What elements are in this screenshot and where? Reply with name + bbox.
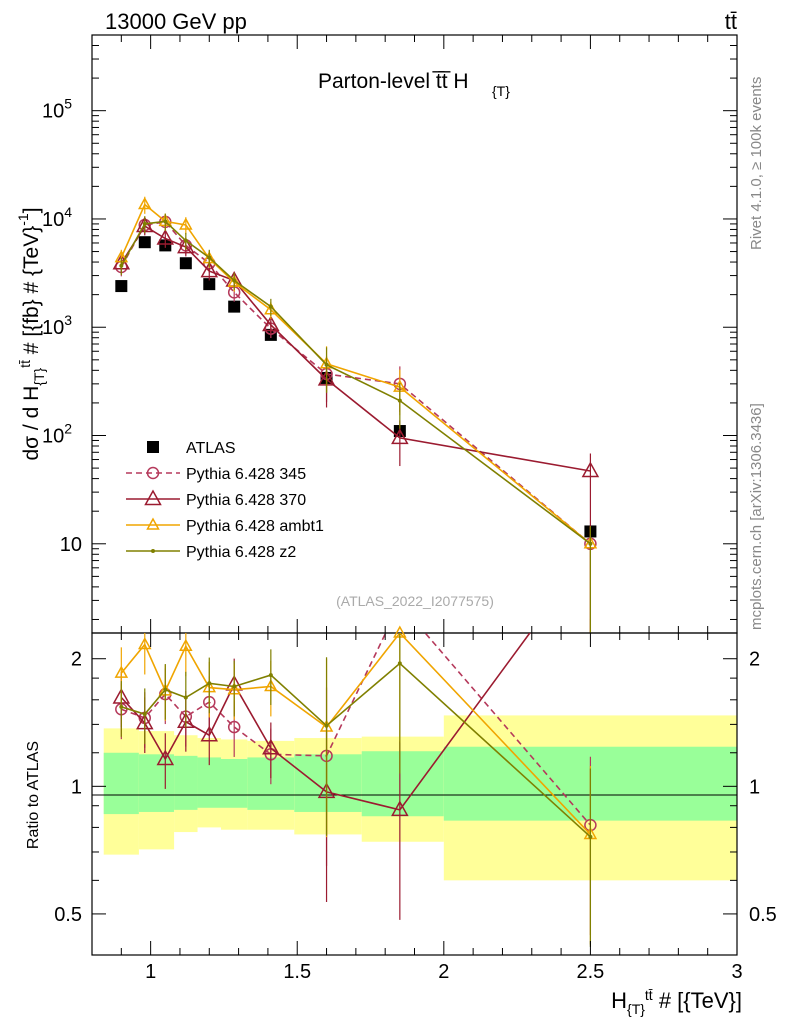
ratio-y-tick-label: 1 bbox=[71, 776, 82, 798]
data-point-pythia-6-428-z2 bbox=[207, 255, 212, 260]
x-tick-label: 2.5 bbox=[577, 961, 605, 983]
data-point-atlas bbox=[203, 278, 216, 291]
energy-label: 13000 GeV pp bbox=[105, 9, 247, 34]
data-point-pythia-6-428-370 bbox=[177, 237, 195, 254]
series-atlas bbox=[115, 236, 597, 538]
rivet-version-label: Rivet 4.1.0, ≥ 100k events bbox=[748, 77, 765, 250]
data-point-pythia-6-428-z2 bbox=[324, 362, 329, 367]
data-point-atlas bbox=[228, 300, 241, 313]
legend-label-pythia-6-428-z2: Pythia 6.428 z2 bbox=[186, 544, 296, 561]
y-tick-label: 104 bbox=[42, 204, 72, 231]
data-point-pythia-6-428-370 bbox=[581, 461, 600, 478]
uncertainty-band-inner bbox=[174, 755, 198, 810]
mcplots-label: mcplots.cern.ch [arXiv:1306.3436] bbox=[748, 403, 765, 630]
ratio-point-pythia-6-428-ambt1 bbox=[138, 637, 152, 650]
series-pythia-6-428-z2 bbox=[119, 213, 593, 633]
legend-marker-pythia-6-428-370 bbox=[144, 489, 162, 506]
series-pythia-6-428-370 bbox=[112, 216, 600, 633]
uncertainty-band-inner bbox=[103, 752, 139, 815]
ratio-line-pythia-6-428-z2 bbox=[121, 662, 591, 838]
data-point-pythia-6-428-z2 bbox=[183, 238, 188, 243]
series-line-pythia-6-428-z2 bbox=[120, 220, 591, 545]
legend-label-pythia-6-428-370: Pythia 6.428 370 bbox=[186, 492, 306, 509]
series-line-pythia-6-428-ambt1 bbox=[120, 203, 591, 545]
ratio-point-pythia-6-428-370 bbox=[391, 800, 409, 817]
uncertainty-band-inner bbox=[294, 754, 362, 812]
uncertainty-band-inner bbox=[221, 759, 248, 808]
legend-marker-pythia-6-428-ambt1 bbox=[146, 517, 160, 530]
data-point-pythia-6-428-370 bbox=[262, 315, 280, 332]
main-y-axis-label: dσ / d H{T}tt̄ # [{fb} # {TeV}-1] bbox=[15, 207, 47, 460]
data-point-pythia-6-428-ambt1 bbox=[179, 217, 193, 230]
uncertainty-band-inner bbox=[138, 754, 175, 812]
ratio-point-pythia-6-428-z2 bbox=[268, 673, 273, 678]
y-tick-label: 102 bbox=[42, 421, 72, 448]
x-tick-label: 1 bbox=[145, 961, 156, 983]
data-point-atlas bbox=[179, 257, 192, 270]
legend-label-pythia-6-428-ambt1: Pythia 6.428 ambt1 bbox=[186, 518, 324, 535]
legend-marker-atlas bbox=[147, 441, 159, 453]
y-tick-label: 105 bbox=[42, 96, 72, 123]
x-tick-label: 1.5 bbox=[283, 961, 311, 983]
legend-label-atlas: ATLAS bbox=[186, 440, 236, 457]
ratio-y-axis-label: Ratio to ATLAS bbox=[25, 741, 42, 849]
series-line-pythia-6-428-370 bbox=[120, 224, 591, 472]
y-tick-label: 103 bbox=[42, 312, 72, 339]
series-pythia-6-428-345 bbox=[115, 214, 597, 633]
data-point-pythia-6-428-z2 bbox=[232, 278, 237, 283]
ratio-point-pythia-6-428-z2 bbox=[232, 684, 237, 689]
ratio-point-pythia-6-428-z2 bbox=[142, 712, 147, 717]
ratio-point-pythia-6-428-z2 bbox=[397, 661, 402, 666]
ratio-point-pythia-6-428-z2 bbox=[324, 723, 329, 728]
data-point-pythia-6-428-370 bbox=[391, 428, 409, 445]
ratio-point-pythia-6-428-370 bbox=[200, 725, 219, 742]
ratio-point-pythia-6-428-z2 bbox=[119, 704, 124, 709]
ratio-y-tick-label-right: 2 bbox=[749, 649, 760, 671]
legend-marker-pythia-6-428-z2 bbox=[151, 549, 155, 553]
ratio-y-tick-label-right: 1 bbox=[749, 776, 760, 798]
ratio-y-tick-label: 2 bbox=[71, 649, 82, 671]
y-tick-label: 10 bbox=[60, 534, 82, 556]
legend: ATLAS Pythia 6.428 345 Pythia 6.428 370 Pyt… bbox=[126, 440, 324, 561]
ratio-y-tick-label-right: 0.5 bbox=[749, 904, 777, 926]
ratio-line-pythia-6-428-370 bbox=[120, 633, 531, 811]
ratio-point-pythia-6-428-ambt1 bbox=[114, 665, 129, 678]
data-point-pythia-6-428-z2 bbox=[119, 263, 124, 268]
legend-label-pythia-6-428-345: Pythia 6.428 345 bbox=[186, 466, 306, 483]
data-point-pythia-6-428-z2 bbox=[142, 221, 147, 226]
x-tick-label: 3 bbox=[731, 961, 742, 983]
main-panel: Parton-level t̅t̅ H {T} (ATLAS_2022_I207… bbox=[15, 34, 738, 634]
ratio-point-pythia-6-428-370 bbox=[156, 749, 175, 766]
ratio-panel: 0.5 0.5 1 1 2 2 1 1.5 2 2.5 3 Ratio to ATLAS H{T}t… bbox=[25, 625, 777, 1017]
reference-label: (ATLAS_2022_I2077575) bbox=[336, 593, 494, 609]
data-point-pythia-6-428-370 bbox=[156, 228, 175, 245]
ratio-point-pythia-6-428-ambt1 bbox=[179, 638, 193, 652]
ratio-y-tick-label: 0.5 bbox=[54, 904, 82, 926]
main-title-subscript: {T} bbox=[492, 83, 510, 99]
data-point-pythia-6-428-370 bbox=[200, 261, 219, 278]
x-tick-label: 2 bbox=[438, 961, 449, 983]
ratio-point-pythia-6-428-z2 bbox=[183, 695, 188, 700]
x-axis-label: H{T}tt̄ # [{TeV}] bbox=[611, 987, 742, 1017]
legend-marker-pythia-6-428-345 bbox=[146, 466, 160, 480]
ratio-series-pythia-6-428-z2 bbox=[119, 633, 593, 947]
data-point-pythia-6-428-z2 bbox=[268, 304, 273, 309]
ratio-line-pythia-6-428-ambt1 bbox=[120, 633, 591, 835]
data-point-pythia-6-428-z2 bbox=[588, 541, 593, 546]
main-title: Parton-level t̅t̅ H bbox=[318, 70, 469, 93]
ratio-point-pythia-6-428-345 bbox=[227, 720, 241, 734]
data-point-atlas bbox=[138, 236, 151, 249]
process-label: tt̄ bbox=[725, 9, 737, 34]
ratio-point-pythia-6-428-z2 bbox=[588, 834, 593, 839]
data-point-atlas bbox=[115, 280, 128, 293]
ratio-point-pythia-6-428-370 bbox=[262, 738, 280, 755]
data-point-pythia-6-428-ambt1 bbox=[138, 196, 152, 210]
ratio-point-pythia-6-428-z2 bbox=[163, 687, 168, 692]
data-point-pythia-6-428-z2 bbox=[163, 219, 168, 224]
data-point-pythia-6-428-z2 bbox=[397, 398, 402, 403]
ratio-point-pythia-6-428-z2 bbox=[207, 681, 212, 686]
